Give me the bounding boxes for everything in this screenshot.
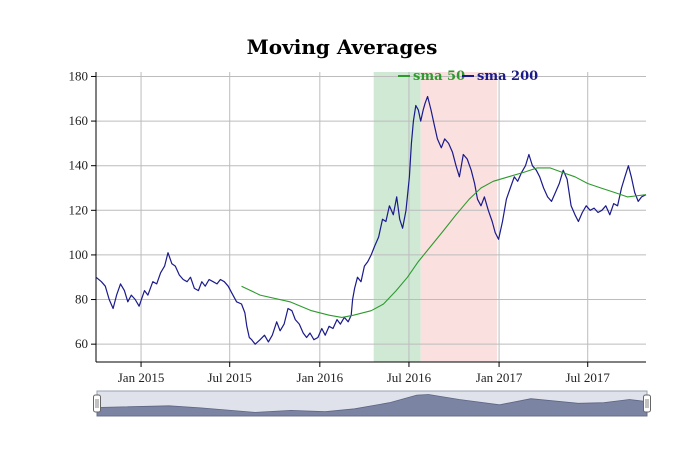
y-tick-label: 120: [69, 202, 89, 217]
y-tick-label: 140: [69, 158, 89, 173]
range-handle-icon[interactable]: [93, 394, 101, 413]
range-handle-right[interactable]: [643, 394, 651, 413]
series: [95, 95, 647, 345]
range-selector-minimap: [96, 394, 648, 417]
x-tick-label: Jul 2015: [207, 370, 251, 385]
y-tick-label: 160: [69, 113, 89, 128]
range-selector[interactable]: [93, 390, 651, 417]
x-tick-label: Jan 2016: [297, 370, 344, 385]
y-tick-label: 180: [69, 68, 89, 83]
y-tick-label: 100: [69, 247, 89, 262]
range-handle-icon[interactable]: [643, 394, 651, 413]
series-line-sma50: [241, 167, 647, 318]
highlight-bands: [373, 72, 498, 362]
legend-label-sma-200: sma 200: [477, 69, 538, 84]
x-tick-label: Jan 2015: [118, 370, 165, 385]
x-tick-label: Jan 2017: [476, 370, 523, 385]
range-handle-left[interactable]: [93, 394, 101, 413]
series-line-price: [95, 95, 647, 345]
axes: 60 80 100 120 140 160 180 Jan 2015 Jul 2015 Jan 2…: [69, 68, 646, 385]
highlight-band-green: [373, 72, 421, 362]
y-tick-label: 80: [75, 292, 88, 307]
chart-title: Moving Averages: [247, 35, 438, 59]
legend: sma 50 sma 200: [398, 69, 538, 84]
grid: [96, 72, 646, 362]
y-tick-label: 60: [75, 336, 88, 351]
legend-label-sma-50: sma 50: [413, 69, 465, 84]
x-tick-label: Jul 2017: [566, 370, 611, 385]
x-tick-label: Jul 2016: [387, 370, 432, 385]
